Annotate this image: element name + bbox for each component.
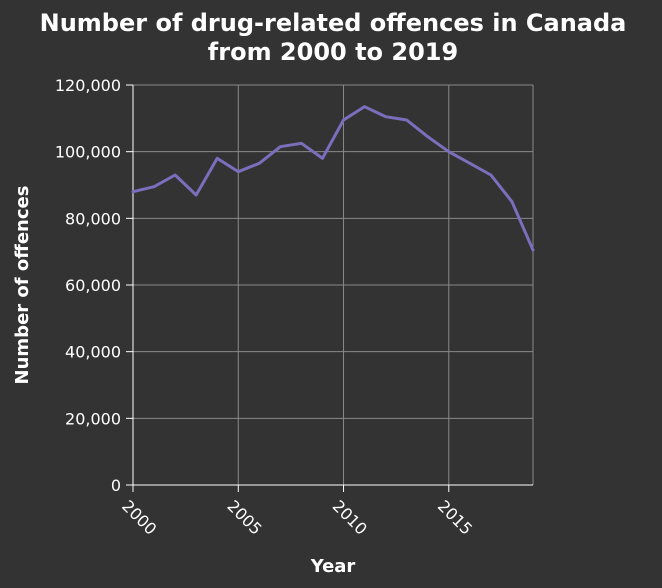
- series-layer: [131, 105, 535, 252]
- series-line: [131, 105, 535, 252]
- y-tick-label: 60,000: [65, 276, 121, 295]
- y-axis-label: Number of offences: [12, 186, 33, 385]
- x-tick-label: 2010: [329, 496, 371, 538]
- y-tick-label: 80,000: [65, 209, 121, 228]
- y-tick-label: 0: [111, 476, 121, 495]
- x-tick-label: 2000: [118, 496, 160, 538]
- chart-title-line-1: Number of drug-related offences in Canad…: [40, 9, 627, 37]
- x-tick-label: 2005: [223, 496, 265, 538]
- y-tick-label: 40,000: [65, 343, 121, 362]
- x-axis-ticks: 2000 2005 2010 2015: [118, 485, 476, 539]
- y-axis-ticks: 0 20,000 40,000 60,000 80,000 100,000 120,000: [55, 76, 133, 495]
- x-tick-label: 2015: [434, 496, 476, 538]
- y-tick-label: 120,000: [55, 76, 121, 95]
- x-axis-label: Year: [310, 556, 356, 577]
- y-tick-label: 100,000: [55, 143, 121, 162]
- grid-lines: [133, 84, 534, 485]
- y-tick-label: 20,000: [65, 409, 121, 428]
- chart-title-line-2: from 2000 to 2019: [208, 38, 458, 66]
